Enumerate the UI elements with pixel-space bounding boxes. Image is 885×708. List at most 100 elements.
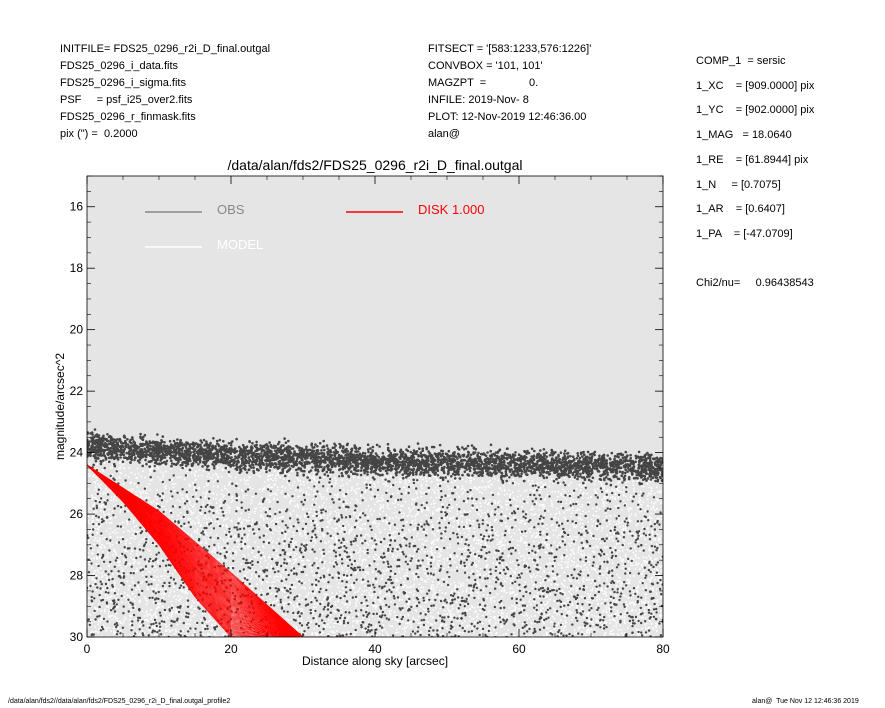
model-point <box>623 486 625 489</box>
model-point <box>412 633 415 635</box>
model-point <box>122 622 124 625</box>
model-point <box>308 564 311 566</box>
model-point <box>552 534 555 537</box>
model-point <box>414 522 417 524</box>
model-point <box>570 588 572 591</box>
model-point <box>511 604 513 607</box>
model-point <box>396 587 398 590</box>
model-point <box>549 513 552 516</box>
model-point <box>374 600 376 603</box>
model-point <box>284 564 287 567</box>
model-point <box>642 579 644 582</box>
model-point <box>568 597 570 599</box>
model-point <box>333 622 336 625</box>
model-point <box>517 587 520 590</box>
model-point <box>295 625 298 628</box>
model-point <box>341 479 344 482</box>
model-point <box>271 532 274 535</box>
model-point <box>130 471 133 474</box>
model-point <box>468 530 471 533</box>
model-point <box>584 641 586 643</box>
model-point <box>177 499 180 502</box>
model-point <box>617 614 620 617</box>
model-point <box>123 620 125 623</box>
model-point <box>105 629 108 632</box>
model-point <box>107 626 110 629</box>
model-point <box>513 602 516 605</box>
model-point <box>215 502 218 505</box>
model-point <box>475 591 478 593</box>
model-point <box>569 640 571 642</box>
model-point <box>546 606 549 608</box>
model-point <box>402 486 405 488</box>
model-point <box>466 571 468 574</box>
model-point <box>653 502 656 505</box>
model-point <box>536 560 539 563</box>
model-point <box>624 527 627 530</box>
model-point <box>613 599 615 602</box>
model-point <box>459 595 462 597</box>
model-point <box>211 477 214 480</box>
model-point <box>193 613 196 616</box>
model-point <box>471 627 473 629</box>
model-point <box>625 607 628 610</box>
model-point <box>192 628 195 631</box>
model-point <box>437 564 440 567</box>
model-point <box>342 495 345 497</box>
model-point <box>542 601 545 604</box>
model-point <box>278 526 281 529</box>
model-point <box>373 509 375 512</box>
model-point <box>284 642 286 644</box>
model-point <box>566 597 568 600</box>
model-point <box>573 553 576 555</box>
model-point <box>639 535 642 538</box>
model-point <box>650 490 653 493</box>
model-point <box>467 533 470 536</box>
model-point <box>456 554 458 556</box>
model-point <box>199 618 202 621</box>
model-point <box>257 546 259 548</box>
model-point <box>107 508 110 511</box>
model-point <box>263 486 266 488</box>
model-point <box>258 579 261 581</box>
model-point <box>419 622 422 624</box>
model-point <box>602 574 604 576</box>
model-point <box>414 519 417 521</box>
model-point <box>497 615 499 618</box>
model-point <box>498 634 501 637</box>
model-point <box>153 500 155 502</box>
model-point <box>360 593 363 596</box>
model-point <box>242 494 245 497</box>
model-point <box>525 535 527 538</box>
model-point <box>536 528 539 530</box>
model-point <box>124 550 126 553</box>
model-point <box>124 542 127 545</box>
model-point <box>310 508 312 510</box>
model-point <box>232 536 234 539</box>
model-point <box>610 604 613 606</box>
model-point <box>649 580 651 582</box>
model-point <box>109 545 112 548</box>
model-point <box>616 609 619 612</box>
model-point <box>474 621 477 624</box>
model-point <box>515 499 518 502</box>
model-point <box>268 495 271 497</box>
model-point <box>356 523 359 525</box>
model-point <box>489 479 491 482</box>
model-point <box>430 576 432 578</box>
model-point <box>655 501 657 504</box>
header-right-line: COMP_1 = sersic <box>696 55 786 67</box>
model-point <box>557 490 560 493</box>
model-point <box>579 489 582 492</box>
model-point <box>365 499 367 502</box>
model-point <box>642 526 645 529</box>
model-point <box>313 603 316 606</box>
model-point <box>527 590 530 593</box>
model-point <box>275 494 278 497</box>
model-point <box>169 630 172 632</box>
model-point <box>516 544 519 547</box>
model-point <box>349 602 352 604</box>
model-point <box>359 541 362 544</box>
model-point <box>659 609 662 612</box>
model-point <box>277 567 279 570</box>
